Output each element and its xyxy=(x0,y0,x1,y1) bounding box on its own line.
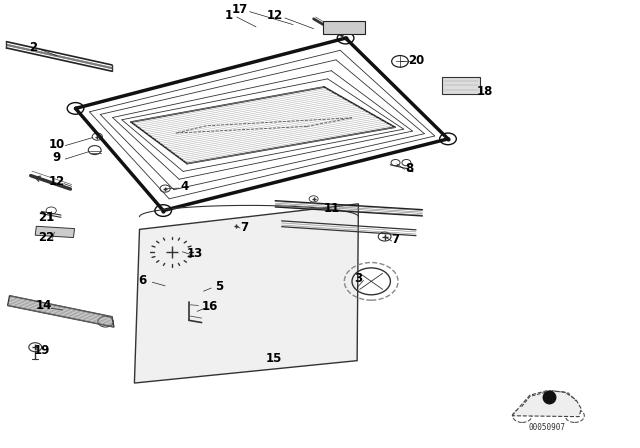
Text: 12: 12 xyxy=(267,9,284,22)
Text: 17: 17 xyxy=(232,3,248,17)
Bar xyxy=(163,310,170,315)
Text: 6: 6 xyxy=(138,273,146,287)
Text: 5: 5 xyxy=(215,280,223,293)
Bar xyxy=(197,302,204,307)
Text: 2: 2 xyxy=(29,41,37,55)
Bar xyxy=(163,302,170,307)
Bar xyxy=(197,278,204,283)
Bar xyxy=(163,334,170,339)
Text: 16: 16 xyxy=(202,300,218,314)
Text: 7: 7 xyxy=(392,233,399,246)
Bar xyxy=(163,262,170,267)
Text: 19: 19 xyxy=(33,344,50,357)
Bar xyxy=(197,270,204,275)
Bar xyxy=(163,318,170,323)
Bar xyxy=(35,226,75,237)
Bar xyxy=(163,326,170,331)
Bar xyxy=(163,278,170,283)
Text: 00050907: 00050907 xyxy=(529,423,566,432)
Text: 14: 14 xyxy=(35,299,52,312)
Bar xyxy=(197,262,204,267)
Bar xyxy=(163,294,170,299)
Text: 10: 10 xyxy=(48,138,65,151)
Text: 11: 11 xyxy=(323,202,340,215)
Bar xyxy=(442,77,480,94)
Text: 1: 1 xyxy=(225,9,233,22)
Polygon shape xyxy=(512,391,581,417)
Text: 9: 9 xyxy=(52,151,60,164)
Bar xyxy=(163,270,170,275)
Text: 21: 21 xyxy=(38,211,55,224)
Text: 8: 8 xyxy=(406,161,413,175)
Bar xyxy=(323,21,365,34)
Text: 22: 22 xyxy=(38,231,55,244)
Polygon shape xyxy=(134,204,358,383)
Text: 20: 20 xyxy=(408,54,424,67)
Bar xyxy=(197,294,204,299)
Text: 7: 7 xyxy=(241,221,248,234)
Text: 15: 15 xyxy=(266,352,282,365)
Bar xyxy=(197,310,204,315)
Bar xyxy=(197,318,204,323)
Text: 4: 4 xyxy=(180,180,188,194)
Text: 18: 18 xyxy=(477,85,493,98)
Text: 13: 13 xyxy=(187,246,204,260)
Polygon shape xyxy=(8,296,114,327)
Bar xyxy=(163,286,170,291)
Text: 3: 3 xyxy=(355,272,362,285)
Circle shape xyxy=(168,249,175,254)
Text: 12: 12 xyxy=(48,175,65,188)
Bar xyxy=(197,286,204,291)
